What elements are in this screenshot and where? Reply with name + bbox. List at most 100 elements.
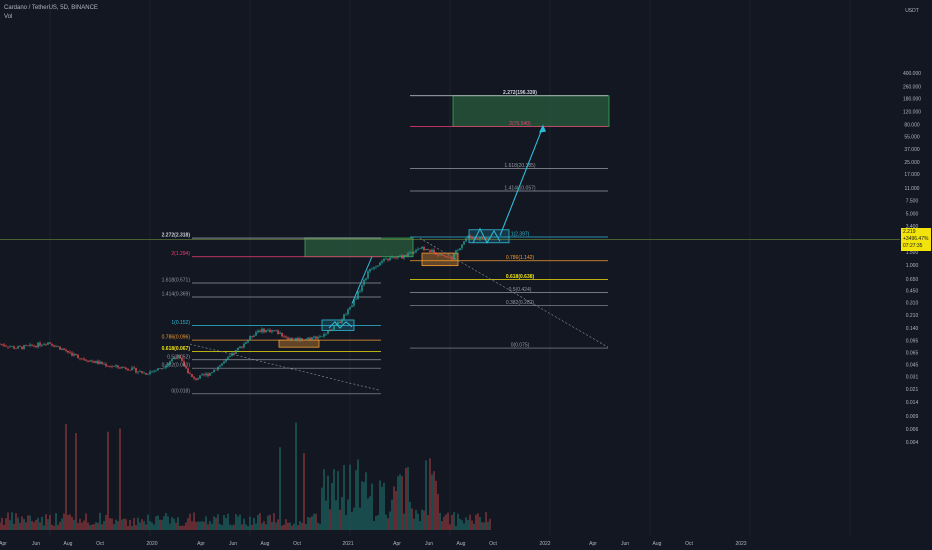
volume-bar [261,523,263,530]
candle-body [271,330,273,332]
volume-bar [35,519,37,530]
volume-bar [421,509,423,530]
candle-body [329,330,331,332]
candle-body [133,367,135,369]
volume-bar [481,522,483,530]
trendline-right [419,238,609,348]
candle-body [411,252,413,253]
volume-bar [445,514,447,530]
time-tick-label: Oct [489,541,497,547]
fib-right-label: 1.618(20.385) [504,163,535,169]
candle-body [361,284,363,291]
volume-bar [363,481,365,530]
time-tick-label: Oct [96,541,104,547]
trendline-left [189,343,381,391]
candle-body [261,328,263,332]
volume-bar [303,453,305,530]
volume-bars [0,422,491,530]
candle-body [203,374,205,376]
projection-left [351,256,373,304]
candle-body [25,345,27,346]
candle-body [413,252,415,253]
candle-body [335,324,337,326]
candle-body [321,336,323,337]
candle-body [255,332,257,336]
volume-bar [187,518,189,530]
candle-body [35,345,37,348]
candle-body [17,346,19,349]
volume-bar [411,508,413,530]
volume-bar [43,525,45,530]
volume-bar [429,458,431,530]
volume-bar [371,483,373,530]
volume-bar [125,519,127,530]
volume-bar [27,515,29,530]
volume-bar [285,519,287,530]
candle-body [463,241,465,245]
candle-body [161,368,163,369]
candle-body [29,344,31,346]
candle-body [179,354,181,359]
volume-bar [55,512,57,530]
candle-body [201,374,203,376]
volume-bar [489,518,491,530]
volume-bar [471,520,473,530]
candle-body [433,249,435,254]
candle-body [193,377,195,379]
time-axis-band [0,536,900,550]
candle-body [49,342,51,344]
volume-bar [173,518,175,530]
price-tick-label: 400.000 [903,71,921,77]
candle-body [275,330,277,331]
volume-bar [415,509,417,530]
candle-body [7,346,9,348]
time-tick-label: Apr [589,541,597,547]
volume-bar [211,523,213,530]
last-price-tag: 2.219 +3496.47% 07:27:35 [901,228,931,251]
time-tick-label: Aug [457,541,466,547]
candle-body [367,271,369,279]
candle-body [5,345,7,347]
candle-body [419,248,421,250]
candle-body [303,339,305,341]
candle-body [397,256,399,258]
volume-bar [19,522,21,530]
time-axis[interactable]: Apr Jun Aug Oct 2020 Apr Jun Aug Oct 2021 Apr Jun Au… [0,536,900,550]
target-zone-left [304,237,414,258]
volume-bar [141,519,143,530]
volume-bar [3,524,5,530]
candle-body [399,255,401,257]
volume-bar [351,511,353,530]
volume-bar [45,514,47,530]
candle-body [405,254,407,257]
candle-body [79,358,81,359]
volume-bar [73,519,75,530]
candle-body [353,299,355,306]
volume-bar [169,523,171,530]
volume-bar [111,518,113,530]
symbol-title[interactable]: Cardano / TetherUS, 5D, BINANCE [4,5,98,11]
fib-right-label: 0(0.075) [511,343,530,349]
candle-body [123,367,125,368]
candle-body [281,332,283,337]
time-tick-label: Apr [393,541,401,547]
volume-bar [57,524,59,530]
candle-body [425,249,427,251]
volume-bar [245,524,247,530]
volume-label[interactable]: Vol [4,14,13,20]
volume-bar [109,518,111,530]
fib-levels: 2.272(2.318) 2(1.294) 1.618(0.571) 1.414(0.… [162,90,608,394]
volume-bar [453,512,455,530]
volume-bar [91,524,93,530]
price-tick-label: 5.000 [906,211,919,217]
volume-bar [131,525,133,530]
candle-body [147,373,149,375]
last-price-countdown: 07:27:35 [903,243,923,249]
volume-bar [13,523,15,530]
volume-bar [291,525,293,530]
candle-body [451,258,453,260]
volume-bar [383,482,385,530]
candle-body [231,353,233,356]
candle-body [11,346,13,347]
